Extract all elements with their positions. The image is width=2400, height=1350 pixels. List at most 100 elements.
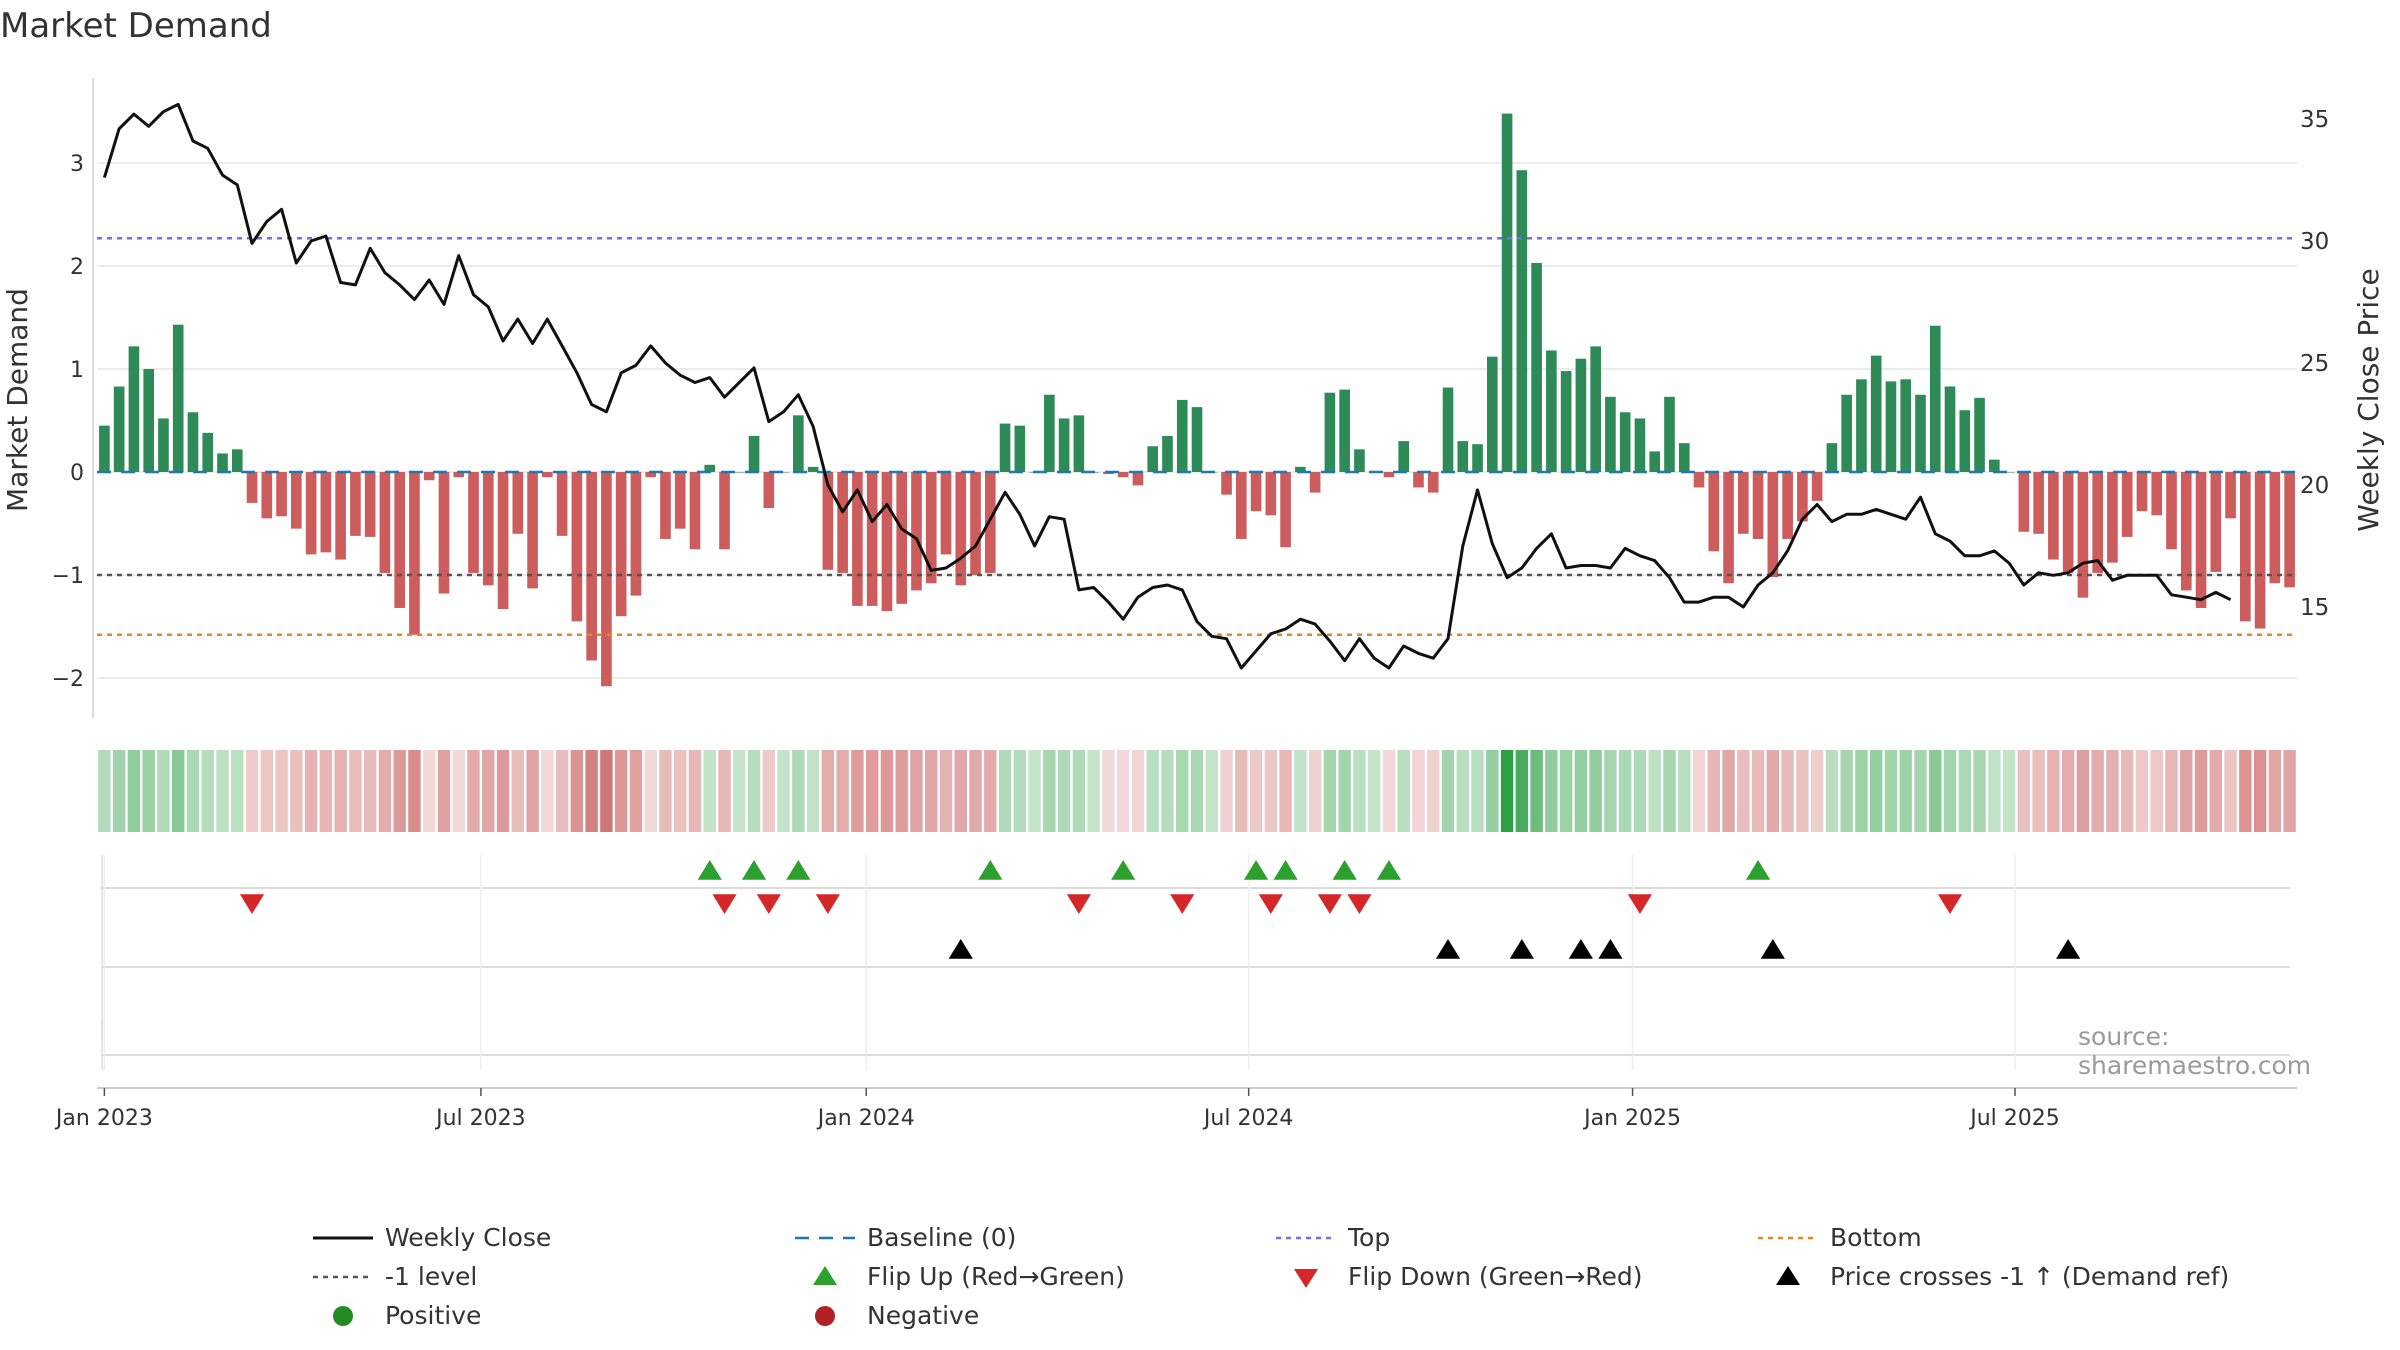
heat-strip-cell [1249, 750, 1263, 832]
heat-strip-cell [851, 750, 864, 832]
demand-bar [1560, 371, 1572, 472]
heat-strip-cell [1412, 750, 1425, 832]
flip-up-marker [741, 860, 767, 880]
heat-strip-cell [688, 750, 702, 832]
heat-strip-cell [1013, 750, 1027, 832]
legend-label-minus-one: -1 level [385, 1262, 478, 1291]
heat-strip-cell [895, 750, 908, 832]
demand-bar [335, 472, 346, 560]
heat-strip-cell [1604, 750, 1617, 832]
demand-bar [2166, 472, 2177, 550]
demand-bar [1339, 389, 1350, 472]
demand-bar [2136, 472, 2148, 512]
demand-bar [1678, 443, 1690, 472]
demand-bar [2180, 472, 2192, 591]
flip-up-marker [1745, 860, 1771, 880]
y2-tick-label: 20 [2300, 473, 2329, 499]
demand-bar [527, 472, 538, 589]
flip-down-marker [1937, 894, 1963, 914]
heat-strip-cell [1486, 750, 1499, 832]
heat-strip-cell [969, 750, 982, 832]
demand-bar [630, 472, 642, 596]
heat-strip-cell [1471, 750, 1484, 832]
demand-bar [438, 472, 450, 594]
heat-strip-cell [718, 750, 731, 832]
demand-bar [1221, 472, 1232, 495]
demand-bar [158, 418, 169, 472]
heat-strip-cell [984, 750, 997, 832]
flip-up-marker [1111, 860, 1136, 880]
y-tick-label: 1 [70, 358, 84, 383]
x-tick-label: Jul 2024 [1202, 1106, 1294, 1131]
heat-strip-cell [570, 750, 584, 832]
heat-strip-cell [1028, 750, 1041, 832]
demand-bar [1516, 170, 1528, 472]
demand-bar [113, 386, 125, 472]
demand-bar [586, 472, 597, 661]
demand-bar [2210, 472, 2222, 572]
price-cross-marker [1760, 939, 1785, 959]
demand-bar [1737, 472, 1749, 534]
heat-strip-cell [1102, 750, 1115, 832]
heat-strip-cell [2209, 750, 2222, 832]
demand-bar [1162, 435, 1173, 472]
heat-strip-cell [1146, 750, 1159, 832]
price-cross-marker [2056, 939, 2081, 959]
demand-bar [1191, 407, 1203, 472]
flip-down-marker [1627, 894, 1653, 914]
demand-bar [187, 412, 199, 472]
heat-strip-cell [363, 750, 377, 832]
demand-bar [1472, 444, 1483, 472]
heat-strip-cell [1988, 750, 2001, 832]
demand-bar [1117, 472, 1129, 478]
demand-bar [1309, 472, 1321, 493]
demand-bar [1354, 449, 1365, 472]
heat-strip-cell [954, 750, 967, 832]
flip-up-marker [978, 860, 1003, 880]
heat-strip-cell [231, 750, 244, 832]
demand-bar [571, 472, 583, 622]
demand-bar [778, 472, 789, 473]
heat-strip-cell [157, 750, 170, 832]
heat-strip-cell [304, 750, 318, 832]
heat-strip-cell [1264, 750, 1278, 832]
y2-tick-label: 35 [2300, 107, 2329, 133]
demand-bar [1870, 355, 1882, 472]
legend-label-baseline: Baseline (0) [867, 1223, 1017, 1252]
demand-bar [276, 472, 287, 517]
demand-bar [1575, 358, 1587, 472]
y-tick-label: 0 [70, 461, 84, 486]
heat-strip-cell [939, 750, 953, 832]
demand-bar [2269, 472, 2281, 584]
heat-strip-cell [1500, 750, 1514, 832]
demand-bar [896, 472, 908, 604]
demand-bar [925, 472, 937, 584]
demand-bar [1619, 412, 1631, 472]
demand-bar [2284, 472, 2295, 588]
flip-down-marker [1170, 894, 1195, 914]
heat-strip-cell [2253, 750, 2267, 832]
demand-bar [940, 472, 952, 555]
heat-strip-cell [1456, 750, 1469, 832]
demand-bar [2018, 472, 2030, 532]
flip-up-marker [786, 860, 811, 880]
heat-strip-cell [674, 750, 687, 832]
demand-bar [2107, 472, 2118, 563]
heat-strip-cell [142, 750, 155, 832]
price-cross-marker [1568, 939, 1593, 959]
heat-strip-cell [1205, 750, 1218, 832]
demand-bar [1811, 472, 1823, 501]
y2-tick-label: 30 [2300, 229, 2329, 255]
heat-strip-cell [1530, 750, 1543, 832]
demand-bar [1235, 472, 1247, 539]
heat-strip-cell [1559, 750, 1573, 832]
heat-strip-cell [585, 750, 598, 832]
demand-bar [1590, 346, 1601, 472]
demand-bar [1265, 472, 1277, 516]
heat-strip-cell [1796, 750, 1809, 832]
heat-strip-cell [541, 750, 554, 832]
source-note: source: sharemaestro.com [2078, 1022, 2312, 1080]
heat-strip-cell [2076, 750, 2090, 832]
demand-bar [2195, 472, 2207, 608]
heat-strip-cell [1574, 750, 1588, 832]
